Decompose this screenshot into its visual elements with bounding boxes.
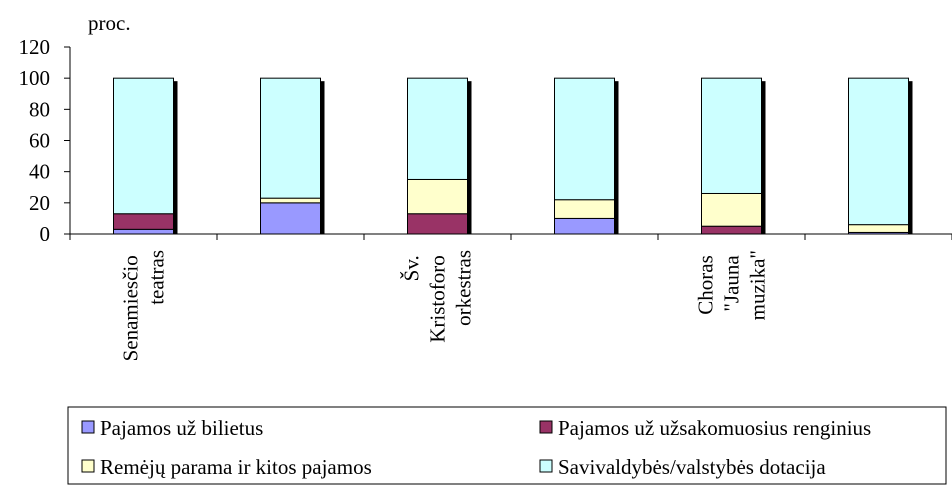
bar-segment	[260, 197, 321, 204]
legend-label: Pajamos už užsakomuosius renginius	[558, 416, 871, 440]
x-tick-label-line: Šv.	[400, 250, 424, 281]
bar-segment	[554, 77, 615, 201]
x-tick-label-line: "Jauna	[720, 250, 744, 312]
y-tick-label: 20	[29, 191, 50, 215]
legend-swatch	[539, 459, 553, 473]
x-tick-label: Senamiesčio teatras	[119, 250, 169, 361]
y-tick-label: 40	[29, 160, 50, 184]
bar-segment	[554, 217, 615, 235]
bar-segment	[701, 77, 762, 194]
legend-label: Pajamos už bilietus	[100, 416, 263, 440]
x-tick-label: Šv. Kristoforo orkestras	[400, 250, 476, 343]
legend-label: Savivaldybės/valstybės dotacija	[558, 455, 826, 479]
legend-label: Remėjų parama ir kitos pajamos	[100, 455, 372, 479]
y-tick-label: 100	[19, 66, 51, 90]
bar-segment	[407, 178, 468, 215]
legend-swatch	[81, 420, 95, 434]
bar-segment	[701, 225, 762, 235]
bar-segment	[407, 213, 468, 235]
legend-box	[67, 406, 947, 485]
bar-segment	[260, 77, 321, 199]
x-tick-label-line: orkestras	[452, 250, 476, 326]
bar-segment	[848, 77, 909, 226]
bar-segment	[554, 199, 615, 219]
y-tick-label: 120	[19, 35, 51, 59]
x-tick-label-line: teatras	[145, 250, 169, 305]
x-tick-label-line: muzika"	[746, 250, 770, 320]
bar-segment	[113, 77, 174, 215]
legend-swatch	[81, 459, 95, 473]
bar-segment	[113, 228, 174, 235]
bar-segment	[260, 202, 321, 235]
legend-swatch	[539, 420, 553, 434]
y-axis-label: proc.	[88, 11, 131, 35]
x-tick-label: Choras "Jauna muzika"	[694, 250, 770, 320]
bar-segment	[848, 224, 909, 233]
y-tick-label: 80	[29, 97, 50, 121]
x-tick-label-line: Senamiesčio	[119, 250, 143, 361]
bar-segment	[113, 213, 174, 230]
y-tick-label: 0	[40, 222, 51, 246]
bar-segment	[701, 192, 762, 227]
bar-segment	[407, 77, 468, 180]
y-tick-label: 60	[29, 129, 50, 153]
x-tick-label-line: Kristoforo	[426, 250, 450, 343]
x-tick-label-line: Choras	[694, 250, 718, 315]
